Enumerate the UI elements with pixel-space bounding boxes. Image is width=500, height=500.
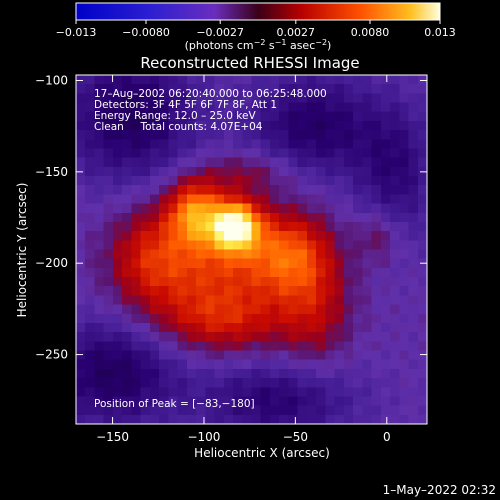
colorbar-tick-label: 0.0027 [277, 26, 316, 39]
colorbar: −0.013 −0.0080 −0.0027 0.0027 0.0080 0.013 (p… [56, 2, 456, 52]
info-line-counts: Clean Total counts: 4.07E+04 [94, 121, 263, 133]
axis-ticks: −150 −100 −50 0 −100 −150 −200 −250 [35, 73, 427, 444]
x-tick-label: −150 [96, 430, 129, 444]
info-line-energy: Energy Range: 12.0 – 25.0 keV [94, 110, 256, 122]
y-tick-label: −150 [35, 165, 68, 179]
y-axis-label: Heliocentric Y (arcsec) [15, 183, 29, 318]
colorbar-tick-label: 0.0080 [351, 26, 390, 39]
colorbar-tick-label: 0.013 [424, 26, 456, 39]
info-line-detectors: Detectors: 3F 4F 5F 6F 7F 8F, Att 1 [94, 99, 277, 111]
plot-frame [75, 74, 428, 425]
colorbar-tick-label: −0.013 [56, 26, 97, 39]
colorbar-tick-label: −0.0027 [196, 26, 244, 39]
x-axis-label: Heliocentric X (arcsec) [194, 446, 330, 460]
heatmap-image [76, 75, 427, 424]
colorbar-gradient [76, 3, 440, 20]
y-tick-label: −100 [35, 73, 68, 87]
x-tick-label: −100 [187, 430, 220, 444]
x-tick-label: 0 [383, 430, 391, 444]
footer-timestamp: 1–May–2022 02:32 [383, 483, 496, 497]
info-line-time: 17–Aug–2002 06:20:40.000 to 06:25:48.000 [94, 88, 327, 100]
y-tick-label: −250 [35, 348, 68, 362]
chart-title: Reconstructed RHESSI Image [140, 54, 359, 72]
info-block: 17–Aug–2002 06:20:40.000 to 06:25:48.000… [94, 88, 327, 133]
x-tick-label: −50 [283, 430, 308, 444]
colorbar-frame [75, 2, 441, 21]
colorbar-tick-label: −0.0080 [122, 26, 170, 39]
y-tick-label: −200 [35, 256, 68, 270]
colorbar-unit-label: (photons cm−2 s−1 asec−2) [185, 38, 332, 52]
peak-position-label: Position of Peak = [−83,−180] [94, 398, 255, 410]
colorbar-ticks: −0.013 −0.0080 −0.0027 0.0027 0.0080 0.013 [56, 20, 456, 39]
